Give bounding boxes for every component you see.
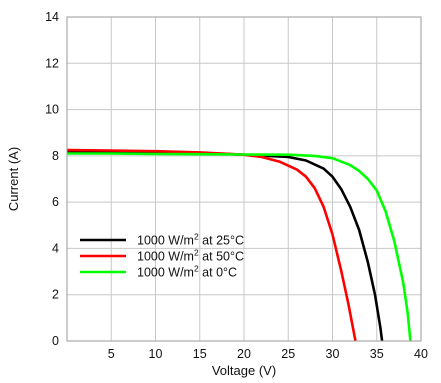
- grid: [67, 17, 421, 341]
- plot-frame: [66, 16, 422, 342]
- x-tick-label-7: 40: [414, 347, 428, 361]
- y-tick-label-0: 0: [52, 334, 59, 348]
- y-axis-title: Current (A): [6, 147, 21, 211]
- x-tick-label-6: 35: [370, 347, 384, 361]
- y-tick-label-3: 6: [52, 195, 59, 209]
- y-tick-label-4: 8: [52, 149, 59, 163]
- legend-entry-1: 1000 W/m2 at 50°C: [137, 248, 244, 264]
- legend-entry-2: 1000 W/m2 at 0°C: [137, 264, 237, 280]
- y-tick-label-6: 12: [45, 56, 59, 70]
- y-tick-label-7: 14: [45, 10, 59, 24]
- x-tick-label-3: 20: [237, 347, 251, 361]
- x-tick-label-5: 30: [326, 347, 340, 361]
- y-tick-label-2: 4: [52, 241, 59, 255]
- series-line-2: [67, 152, 412, 342]
- x-tick-labels: 5 10 15 20 25 30 35 40: [108, 347, 428, 361]
- x-tick-label-2: 15: [193, 347, 207, 361]
- x-tick-label-1: 10: [149, 347, 163, 361]
- y-tick-label-5: 10: [45, 103, 59, 117]
- x-axis-title: Voltage (V): [212, 363, 276, 378]
- x-tick-label-0: 5: [108, 347, 115, 361]
- y-tick-label-1: 2: [52, 288, 59, 302]
- x-tick-label-4: 25: [281, 347, 295, 361]
- legend-entry-0: 1000 W/m2 at 25°C: [137, 232, 244, 248]
- series-lines: [66, 148, 412, 342]
- y-tick-labels: 0 2 4 6 8 10 12 14: [45, 10, 59, 348]
- series-line-1: [66, 148, 357, 342]
